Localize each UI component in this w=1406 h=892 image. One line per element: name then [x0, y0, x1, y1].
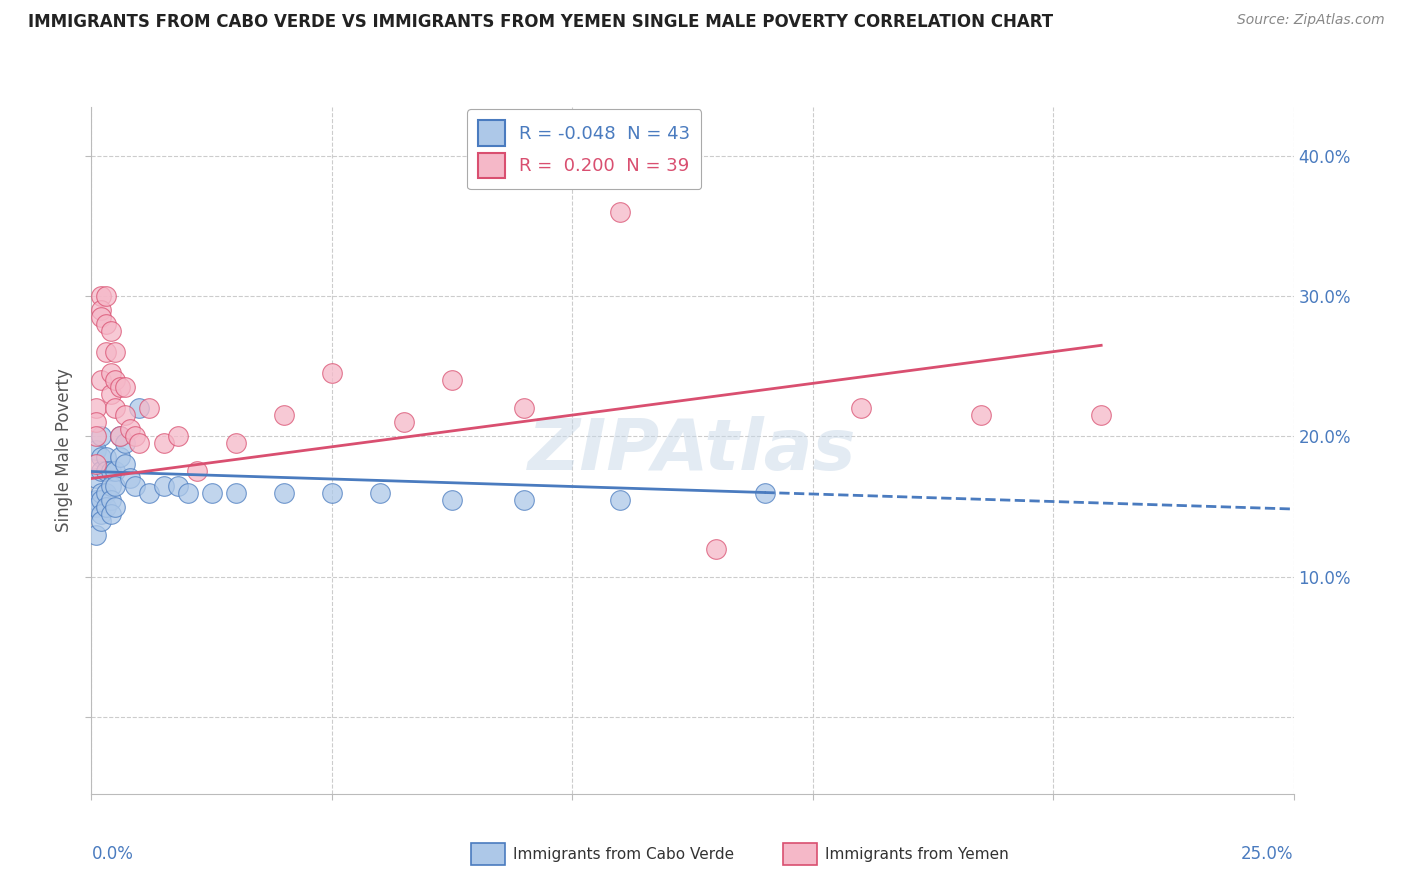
Point [100, 367, 122, 381]
Text: IMMIGRANTS FROM CABO VERDE VS IMMIGRANTS FROM YEMEN SINGLE MALE POVERTY CORRELAT: IMMIGRANTS FROM CABO VERDE VS IMMIGRANTS… [28, 13, 1053, 31]
Point [94, 485, 117, 500]
Point [104, 465, 127, 479]
Point [84, 500, 107, 514]
Point [84, 527, 107, 541]
Point [90, 465, 112, 479]
Point [970, 409, 993, 423]
Point [392, 416, 415, 430]
Point [754, 485, 776, 500]
Point [609, 492, 631, 507]
Point [138, 401, 160, 416]
Point [84, 492, 107, 507]
Point [90, 303, 112, 318]
Point [84, 416, 107, 430]
Point [100, 465, 122, 479]
Point [110, 429, 132, 443]
Point [225, 485, 247, 500]
Point [94, 500, 117, 514]
Point [176, 485, 198, 500]
Point [114, 436, 136, 450]
Point [94, 318, 117, 332]
Point [90, 485, 112, 500]
Point [440, 492, 463, 507]
Point [849, 401, 872, 416]
Text: Immigrants from Yemen: Immigrants from Yemen [825, 847, 1010, 862]
Point [114, 409, 136, 423]
Point [94, 345, 117, 359]
Legend: R = -0.048  N = 43, R =  0.200  N = 39: R = -0.048 N = 43, R = 0.200 N = 39 [467, 109, 702, 189]
Point [90, 310, 112, 325]
Point [167, 478, 190, 492]
Point [225, 436, 247, 450]
Point [118, 422, 141, 436]
Point [84, 458, 107, 472]
Point [321, 485, 343, 500]
Point [100, 478, 122, 492]
Point [90, 289, 112, 303]
Point [90, 450, 112, 465]
Point [94, 289, 117, 303]
Point [609, 205, 631, 219]
Point [104, 373, 127, 387]
Text: 0.0%: 0.0% [91, 846, 134, 863]
Point [513, 401, 536, 416]
Point [100, 324, 122, 338]
Point [84, 429, 107, 443]
Point [440, 373, 463, 387]
Point [94, 465, 117, 479]
Y-axis label: Single Male Poverty: Single Male Poverty [55, 368, 73, 533]
Point [186, 465, 208, 479]
Point [124, 478, 146, 492]
Point [201, 485, 224, 500]
Point [84, 471, 107, 485]
Point [110, 450, 132, 465]
Point [138, 485, 160, 500]
Point [128, 401, 150, 416]
Point [114, 380, 136, 394]
Point [110, 380, 132, 394]
Point [152, 436, 174, 450]
Point [104, 401, 127, 416]
Point [90, 429, 112, 443]
Point [321, 367, 343, 381]
Point [118, 471, 141, 485]
Point [94, 450, 117, 465]
Point [100, 507, 122, 521]
Point [513, 492, 536, 507]
Point [114, 458, 136, 472]
Point [100, 387, 122, 401]
Point [84, 401, 107, 416]
Text: 25.0%: 25.0% [1241, 846, 1294, 863]
FancyBboxPatch shape [471, 843, 505, 865]
Point [124, 429, 146, 443]
Point [104, 478, 127, 492]
Point [104, 345, 127, 359]
Point [104, 500, 127, 514]
Point [90, 373, 112, 387]
Point [128, 436, 150, 450]
Point [152, 478, 174, 492]
Point [273, 409, 295, 423]
Point [368, 485, 391, 500]
Point [90, 507, 112, 521]
Point [84, 443, 107, 458]
Text: ZIPAtlas: ZIPAtlas [529, 416, 856, 485]
Point [1090, 409, 1112, 423]
Text: Source: ZipAtlas.com: Source: ZipAtlas.com [1237, 13, 1385, 28]
Point [167, 429, 190, 443]
Point [706, 541, 728, 556]
Point [273, 485, 295, 500]
Text: Immigrants from Cabo Verde: Immigrants from Cabo Verde [513, 847, 734, 862]
FancyBboxPatch shape [783, 843, 817, 865]
Point [90, 492, 112, 507]
Point [110, 429, 132, 443]
Point [90, 514, 112, 528]
Point [100, 492, 122, 507]
